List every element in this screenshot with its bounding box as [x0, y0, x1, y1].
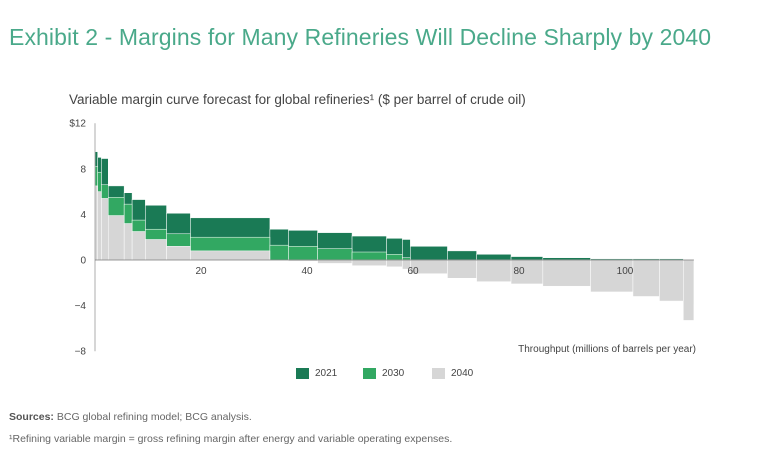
x-tick-label: 80	[513, 266, 525, 277]
x-tick-label: 20	[195, 266, 207, 277]
bar-2040-8	[190, 250, 271, 261]
x-tick-label: 100	[617, 266, 634, 277]
legend-label-2030: 2030	[382, 368, 405, 379]
bar-2030-12	[351, 251, 387, 261]
bar-2040-1	[97, 191, 102, 261]
legend-item-2030: 2030	[363, 368, 404, 379]
series-2040	[94, 185, 695, 321]
x-axis-title: Throughput (millions of barrels per year…	[518, 344, 696, 355]
bar-2021-15	[410, 246, 448, 261]
bar-2040-23	[683, 259, 695, 321]
bar-2030-9	[269, 244, 289, 261]
legend-label-2040: 2040	[451, 368, 474, 379]
legend-item-2021: 2021	[296, 368, 337, 379]
exhibit-title: Exhibit 2 - Margins for Many Refineries …	[9, 24, 712, 50]
legend-swatch-2030	[363, 368, 376, 379]
bar-2040-5	[131, 231, 146, 261]
legend-swatch-2021	[296, 368, 309, 379]
bar-2040-16	[447, 259, 477, 279]
y-tick-label: $12	[69, 119, 86, 130]
bar-2030-13	[386, 254, 403, 261]
bar-2040-12	[351, 259, 387, 266]
series-layer	[94, 151, 695, 321]
footnote: ¹Refining variable margin = gross refini…	[9, 433, 453, 445]
legend-swatch-2040	[432, 368, 445, 379]
bar-2040-2	[101, 198, 109, 261]
sources-label: Sources:	[9, 411, 54, 423]
bar-2040-17	[476, 259, 512, 282]
bar-2030-11	[317, 248, 353, 261]
legend-label-2021: 2021	[315, 368, 338, 379]
bar-2040-19	[542, 259, 591, 287]
bar-2040-3	[108, 215, 125, 261]
bar-2040-22	[659, 259, 684, 302]
bar-2040-6	[145, 239, 167, 261]
y-tick-label: −4	[75, 301, 87, 312]
bar-2040-13	[386, 259, 403, 268]
bar-2021-14	[402, 239, 411, 261]
bar-2040-4	[123, 223, 133, 261]
bar-2040-7	[166, 246, 191, 261]
bar-2040-11	[317, 259, 353, 264]
x-tick-label: 60	[407, 266, 419, 277]
chart-subtitle: Variable margin curve forecast for globa…	[69, 92, 526, 107]
bar-2021-17	[476, 254, 512, 261]
y-tick-label: 4	[80, 210, 86, 221]
sources-note: Sources: BCG global refining model; BCG …	[9, 411, 252, 423]
y-tick-label: 8	[80, 164, 86, 175]
x-tick-label: 40	[301, 266, 313, 277]
bar-2021-18	[510, 256, 544, 261]
legend-item-2040: 2040	[432, 368, 473, 379]
legend: 2021 2030 2040	[0, 368, 768, 382]
bar-2040-21	[632, 259, 660, 297]
bar-2030-10	[288, 246, 318, 261]
bar-2021-16	[447, 250, 477, 261]
y-tick-label: −8	[75, 347, 87, 358]
y-tick-label: 0	[80, 256, 86, 267]
sources-text: BCG global refining model; BCG analysis.	[56, 411, 252, 423]
